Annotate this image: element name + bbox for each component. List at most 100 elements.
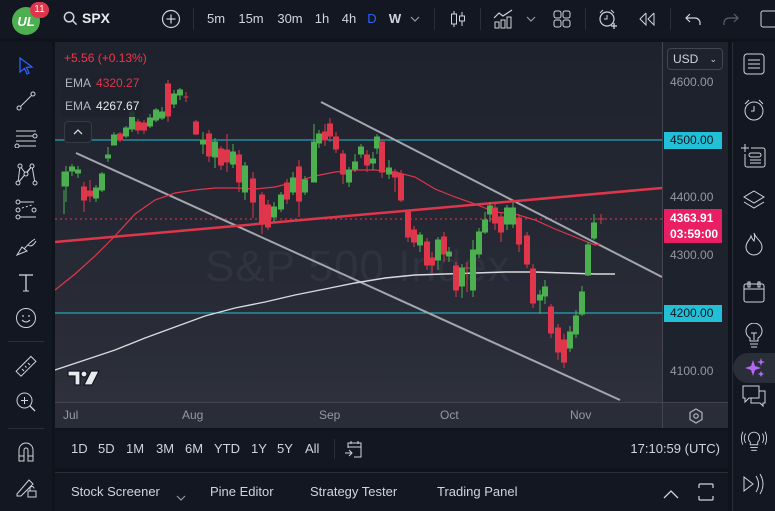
chart-pane[interactable]: S&P 500 Index <box>55 42 728 428</box>
price-scale[interactable]: USD ⌄ 4600.00 4500.00 4400.00 4363.91 03… <box>662 42 728 402</box>
watchlist-button[interactable] <box>740 50 768 78</box>
trend-line-tool[interactable] <box>13 88 39 114</box>
brush-tool[interactable] <box>13 234 39 260</box>
lock-drawings-tool[interactable] <box>13 474 39 500</box>
right-widget-bar <box>732 42 775 511</box>
fib-tool[interactable] <box>13 125 39 151</box>
calendar-arrow-icon <box>345 441 362 458</box>
redo-button[interactable] <box>720 8 742 30</box>
interval-1h[interactable]: 1h <box>314 11 330 26</box>
current-price-tag: 4363.91 03:59:00 <box>664 209 722 243</box>
maximize-icon <box>698 483 714 501</box>
range-6m[interactable]: 6M <box>185 441 204 456</box>
list-icon <box>743 53 765 75</box>
object-tree-button[interactable] <box>740 186 768 214</box>
interval-30m[interactable]: 30m <box>277 11 303 26</box>
range-1m[interactable]: 1M <box>126 441 145 456</box>
range-5y[interactable]: 5Y <box>277 441 293 456</box>
currency-selector[interactable]: USD ⌄ <box>667 48 723 70</box>
undo-icon <box>685 13 701 25</box>
horizontal-lines-icon <box>14 130 38 148</box>
lightbulb-broadcast-icon <box>740 431 768 451</box>
emoji-tool[interactable] <box>13 305 39 331</box>
data-window-button[interactable] <box>740 142 768 170</box>
chevron-down-icon <box>526 16 536 22</box>
ai-assistant-button[interactable] <box>733 353 775 383</box>
interval-d[interactable]: D <box>367 11 377 26</box>
ema-label: EMA <box>65 99 92 113</box>
ema-fast-legend[interactable]: EMA 4320.27 <box>61 72 144 94</box>
forecasting-tool[interactable] <box>13 197 39 223</box>
interval-w[interactable]: W <box>388 11 402 26</box>
notifications-button[interactable] <box>740 427 768 455</box>
ema-slow-legend[interactable]: EMA 4267.67 <box>61 95 144 117</box>
layouts-button[interactable] <box>551 8 573 30</box>
magnet-tool[interactable] <box>13 439 39 465</box>
chart-settings-button[interactable] <box>662 402 728 428</box>
indicators-button[interactable] <box>493 8 515 30</box>
alerts-button[interactable] <box>740 96 768 124</box>
range-1y[interactable]: 1Y <box>251 441 267 456</box>
stock-screener-dropdown[interactable] <box>176 488 186 506</box>
flame-icon <box>745 232 763 256</box>
range-ytd[interactable]: YTD <box>214 441 240 456</box>
alarm-clock-icon <box>744 99 764 121</box>
chevron-up-icon <box>73 129 83 135</box>
interval-15m[interactable]: 15m <box>238 11 264 26</box>
create-alert-button[interactable] <box>597 8 619 30</box>
range-all[interactable]: All <box>305 441 320 456</box>
cursor-tool[interactable] <box>13 53 39 79</box>
divider <box>8 428 44 429</box>
trend-line-icon <box>16 91 36 111</box>
tab-trading-panel[interactable]: Trading Panel <box>437 484 518 499</box>
replay-button[interactable] <box>636 8 658 30</box>
ideas-button[interactable] <box>740 322 768 350</box>
compare-symbol-button[interactable] <box>160 8 182 30</box>
pencil-lock-icon <box>16 479 37 498</box>
calendar-button[interactable] <box>740 278 768 306</box>
measure-tool[interactable] <box>13 354 39 380</box>
lightbulb-icon <box>745 323 763 348</box>
rewind-icon <box>639 12 655 26</box>
level-4200-tag: 4200.00 <box>664 305 722 322</box>
text-tool[interactable] <box>13 270 39 296</box>
play-broadcast-icon <box>743 473 764 495</box>
range-1d[interactable]: 1D <box>71 441 88 456</box>
drawing-toolbar <box>0 42 52 511</box>
separator <box>670 8 671 30</box>
price-chart[interactable] <box>55 42 662 402</box>
chevron-up-icon <box>663 490 679 499</box>
interval-dropdown[interactable] <box>408 8 422 30</box>
tab-pine-editor[interactable]: Pine Editor <box>210 484 274 499</box>
tradingview-logo[interactable] <box>67 369 101 387</box>
lower-channel-line <box>75 152 621 401</box>
fullscreen-button[interactable] <box>760 8 775 30</box>
hotlists-button[interactable] <box>740 230 768 258</box>
range-3m[interactable]: 3M <box>156 441 175 456</box>
range-5d[interactable]: 5D <box>98 441 115 456</box>
tab-stock-screener[interactable]: Stock Screener <box>71 484 160 499</box>
chats-button[interactable] <box>740 382 768 410</box>
utc-clock[interactable]: 17:10:59 (UTC) <box>630 441 720 456</box>
pattern-tool[interactable] <box>13 161 39 187</box>
search-icon <box>63 11 78 25</box>
time-label: Oct <box>440 408 459 422</box>
maximize-panel-button[interactable] <box>698 483 714 506</box>
time-scale[interactable]: Jul Aug Sep Oct Nov <box>55 402 662 428</box>
separator <box>193 8 194 30</box>
tab-strategy-tester[interactable]: Strategy Tester <box>310 484 398 499</box>
symbol-search[interactable]: SPX <box>63 10 110 26</box>
undo-button[interactable] <box>682 8 704 30</box>
stream-button[interactable] <box>740 470 768 498</box>
chevron-down-icon: ⌄ <box>709 54 717 64</box>
expand-panel-button[interactable] <box>663 486 679 504</box>
go-to-date-button[interactable] <box>344 439 364 464</box>
notification-badge: 11 <box>30 2 49 18</box>
indicators-dropdown[interactable] <box>524 8 538 30</box>
interval-4h[interactable]: 4h <box>341 11 357 26</box>
interval-5m[interactable]: 5m <box>206 11 226 26</box>
collapse-legend-button[interactable] <box>64 121 92 143</box>
grid-layout-icon <box>553 10 571 28</box>
chart-type-button[interactable] <box>447 8 469 30</box>
zoom-in-tool[interactable] <box>13 389 39 415</box>
